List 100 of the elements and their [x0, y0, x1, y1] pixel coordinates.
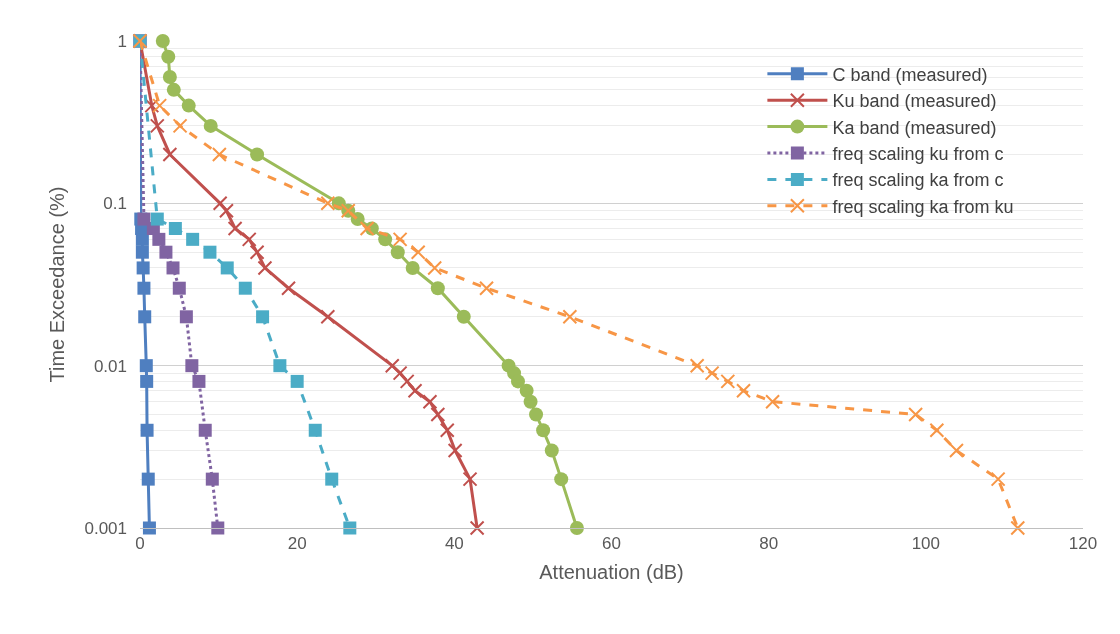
legend-label: freq scaling ka from ku	[832, 196, 1014, 217]
point	[257, 260, 273, 276]
point	[390, 245, 405, 260]
point	[140, 374, 154, 388]
x-tick-label: 120	[1068, 534, 1098, 554]
point	[447, 443, 463, 459]
point	[562, 309, 578, 325]
x-tick-label: 100	[911, 534, 941, 554]
point	[456, 309, 471, 324]
point	[238, 281, 252, 295]
point	[135, 245, 149, 259]
point	[162, 70, 177, 84]
point	[736, 383, 752, 399]
point	[554, 472, 569, 487]
point	[136, 261, 150, 275]
point	[720, 373, 736, 389]
point	[140, 423, 154, 437]
point	[427, 260, 443, 276]
point	[536, 423, 551, 438]
point	[211, 521, 225, 535]
point	[181, 98, 196, 113]
point	[211, 146, 227, 162]
point	[689, 358, 705, 374]
point	[198, 423, 212, 437]
point	[137, 281, 151, 295]
legend-label: Ka band (measured)	[832, 117, 997, 138]
point	[325, 472, 339, 486]
point	[405, 260, 420, 275]
point	[529, 407, 544, 422]
x-tick-label: 0	[135, 534, 145, 554]
point	[250, 147, 265, 162]
point	[152, 232, 166, 246]
point	[149, 118, 165, 134]
x-tick-label: 60	[602, 534, 621, 554]
point	[990, 471, 1006, 487]
legend-label: freq scaling ka from c	[832, 170, 1004, 191]
point	[308, 423, 322, 437]
point	[511, 374, 525, 389]
point	[150, 212, 164, 226]
point	[152, 98, 168, 114]
point	[249, 244, 265, 260]
point	[179, 310, 193, 324]
point	[704, 365, 720, 381]
point	[138, 310, 152, 324]
point	[161, 49, 176, 64]
y-tick-label: 1	[117, 31, 127, 51]
point	[159, 245, 173, 259]
point	[343, 521, 357, 535]
point	[430, 407, 446, 423]
point	[469, 520, 485, 536]
point	[462, 471, 478, 487]
y-tick-label: 0.001	[84, 518, 127, 538]
point	[192, 374, 206, 388]
point	[186, 232, 200, 246]
point	[220, 261, 234, 275]
y-tick-label: 0.01	[93, 356, 127, 376]
point	[185, 359, 199, 373]
point	[430, 281, 445, 296]
point	[422, 394, 438, 410]
point	[212, 195, 228, 211]
point	[155, 34, 170, 48]
point	[290, 374, 304, 388]
point	[205, 472, 219, 486]
point	[166, 261, 180, 275]
point	[203, 245, 217, 259]
point	[203, 118, 218, 133]
point	[929, 422, 945, 438]
point	[948, 443, 964, 459]
y-axis-title: Time Exceedance (%)	[45, 186, 68, 383]
point	[439, 422, 455, 438]
x-tick-label: 40	[444, 534, 464, 554]
x-tick-label: 20	[287, 534, 307, 554]
point	[569, 521, 584, 535]
x-axis-title: Attenuation (dB)	[539, 560, 684, 583]
legend-label: C band (measured)	[832, 64, 988, 85]
point	[241, 231, 257, 247]
legend-label: freq scaling ku from c	[832, 144, 1004, 165]
point	[765, 394, 781, 410]
point	[273, 359, 287, 373]
point	[256, 310, 270, 324]
point	[544, 443, 559, 458]
point	[227, 220, 243, 236]
point	[384, 358, 400, 374]
point	[407, 383, 423, 399]
x-tick-label: 80	[759, 534, 779, 554]
point	[141, 472, 155, 486]
point	[281, 280, 297, 296]
point	[410, 244, 426, 260]
point	[320, 309, 336, 325]
point	[172, 118, 188, 134]
point	[399, 373, 415, 389]
point	[1010, 520, 1026, 536]
point	[166, 82, 181, 97]
point	[162, 146, 178, 162]
point	[142, 521, 156, 535]
y-tick-label: 0.1	[103, 194, 127, 214]
point	[479, 280, 495, 296]
point	[168, 221, 182, 235]
point	[320, 195, 336, 211]
point	[139, 359, 153, 373]
